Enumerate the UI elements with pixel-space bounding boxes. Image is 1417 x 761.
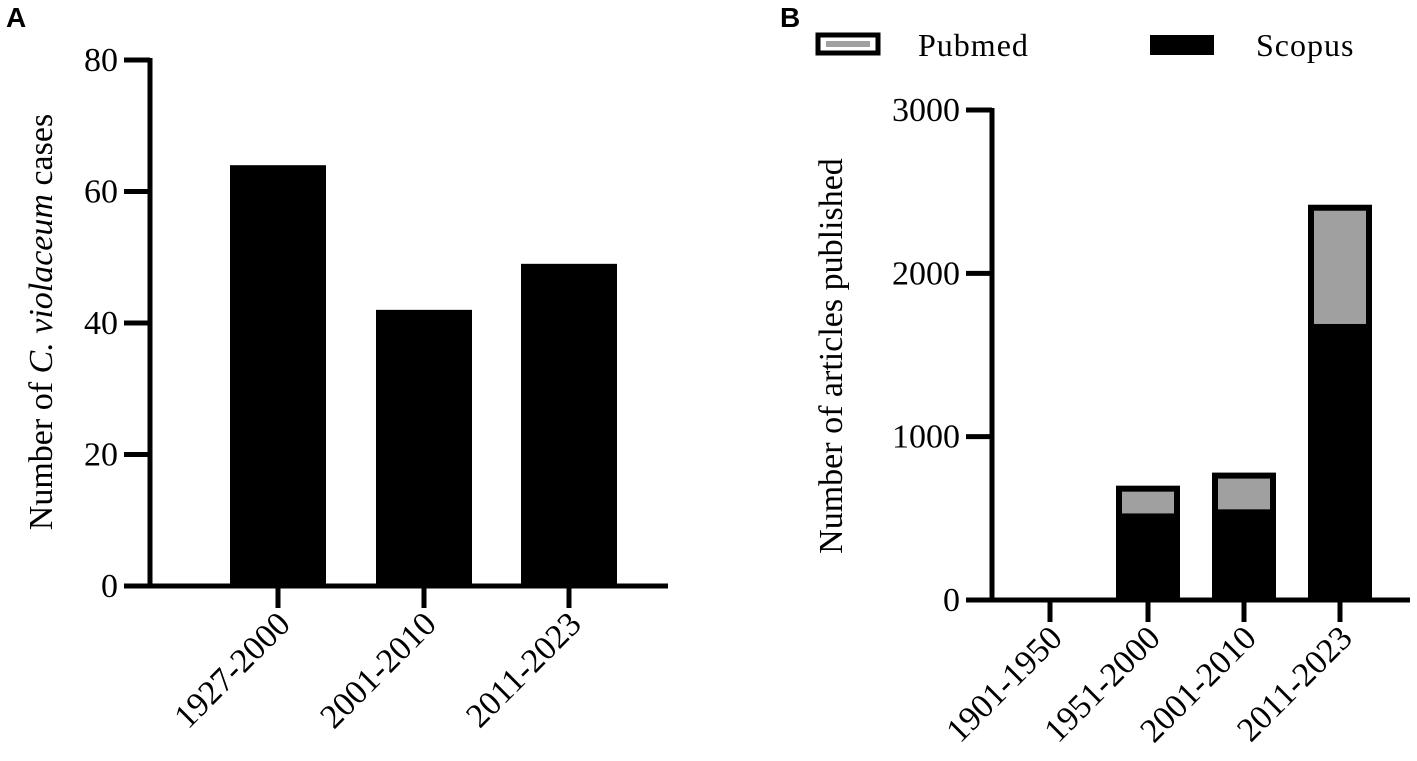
- y-tick-label-b: 1000: [892, 419, 960, 456]
- y-tick-label-a: 60: [84, 174, 118, 211]
- bar-a-2011-2023: [521, 263, 617, 586]
- bar-pubmed-2001-2010: [1218, 478, 1270, 510]
- y-tick-label-b: 0: [943, 582, 960, 619]
- bar-pubmed-2011-2023: [1314, 210, 1366, 324]
- chart-panel-b: B Pubmed Scopus 0 1000 2000 3000 1901-19501…: [780, 2, 1410, 750]
- x-tick-label-a: 2001-2010: [313, 605, 443, 735]
- legend: Pubmed Scopus: [815, 27, 1354, 63]
- y-axis-label-a-part3: cases: [23, 114, 60, 194]
- y-tick-label-b: 3000: [892, 92, 960, 129]
- y-axis-label-b: Number of articles published: [813, 158, 850, 554]
- bars-b: [1116, 204, 1372, 600]
- panel-label-b: B: [780, 2, 800, 33]
- x-ticks-a: 1927-2000 2001-2010 2011-2023: [167, 586, 589, 736]
- panel-label-a: A: [6, 2, 26, 33]
- bar-a-1927-2000: [230, 165, 326, 586]
- y-axis-label-a-part1: Number of: [23, 373, 60, 530]
- legend-swatch-scopus: [1150, 35, 1214, 55]
- y-axis-label-a: Number of C. violaceum cases: [23, 114, 60, 530]
- y-ticks-a: 0 20 40 60 80: [84, 42, 150, 605]
- bar-pubmed-1951-2000: [1122, 491, 1174, 514]
- x-tick-label-a: 2011-2023: [459, 605, 588, 734]
- y-tick-label-a: 80: [84, 42, 118, 79]
- y-tick-label-a: 20: [84, 437, 118, 474]
- legend-label-pubmed: Pubmed: [918, 27, 1029, 63]
- y-tick-label-a: 0: [101, 568, 118, 605]
- bar-a-2001-2010: [376, 309, 472, 586]
- bars-a: [230, 165, 617, 586]
- x-tick-label-a: 1927-2000: [167, 605, 297, 735]
- y-axis-label-a-species: C. violaceum: [23, 194, 60, 373]
- legend-swatch-pubmed-fill: [826, 41, 870, 47]
- y-tick-label-a: 40: [84, 305, 118, 342]
- y-tick-label-b: 2000: [892, 255, 960, 292]
- y-ticks-b: 0 1000 2000 3000: [892, 92, 992, 619]
- legend-label-scopus: Scopus: [1256, 27, 1354, 63]
